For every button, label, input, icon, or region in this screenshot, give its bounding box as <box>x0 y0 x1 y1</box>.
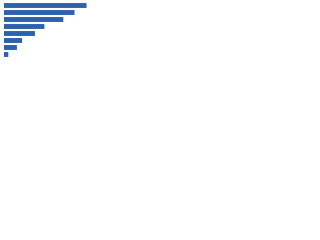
bar <box>4 31 35 36</box>
bar <box>4 45 17 50</box>
bar <box>4 24 45 29</box>
bar <box>4 52 9 57</box>
chart <box>4 3 87 57</box>
page: {"chart_data": {"type": "bar", "orientat… <box>0 0 100 71</box>
bar <box>4 17 64 22</box>
bar <box>4 38 23 43</box>
bar <box>4 10 75 15</box>
bar <box>4 3 87 8</box>
